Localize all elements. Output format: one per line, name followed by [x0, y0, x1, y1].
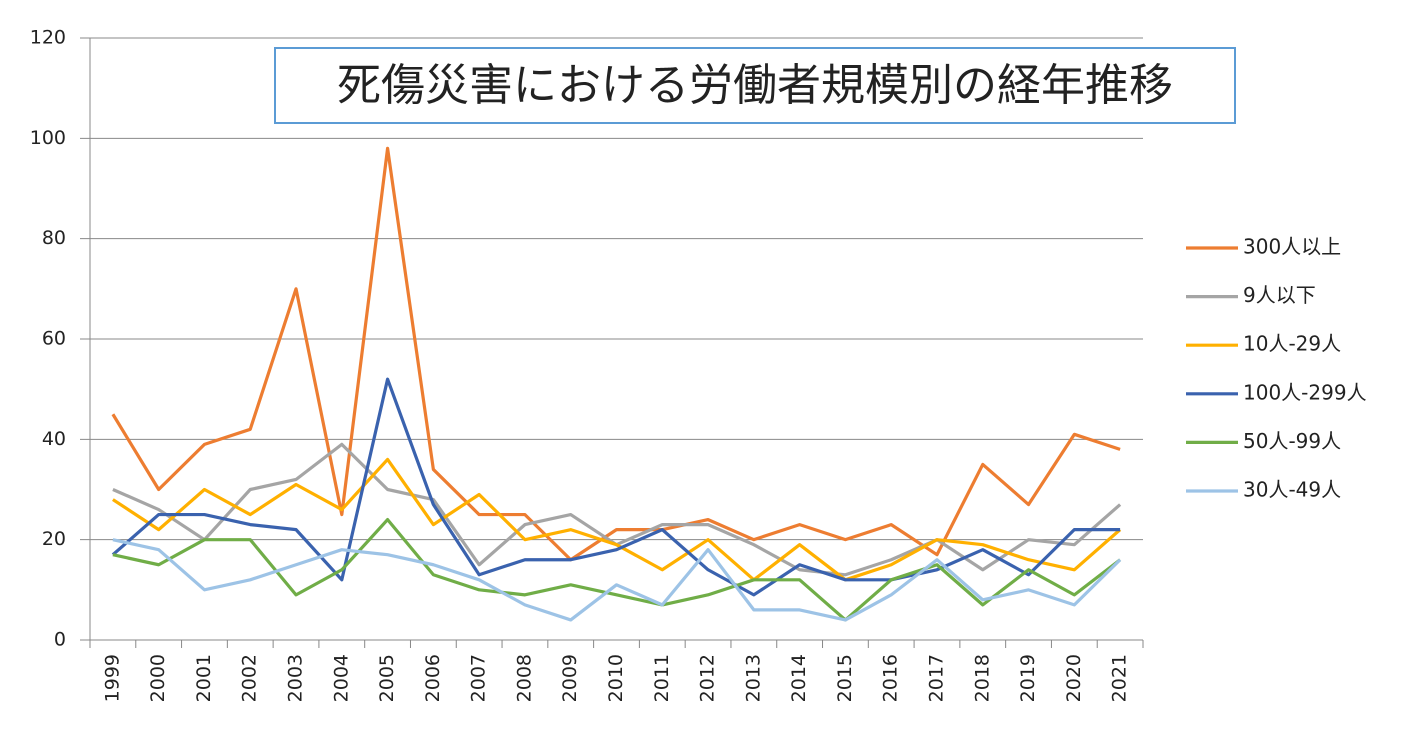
y-tick-label: 0 — [54, 629, 66, 651]
x-tick-label: 2009 — [559, 654, 581, 702]
x-tick-label: 2012 — [697, 654, 719, 702]
x-tick-label: 2019 — [1017, 654, 1039, 702]
x-tick-label: 2016 — [880, 654, 902, 702]
x-tick-label: 2006 — [422, 654, 444, 702]
y-tick-label: 60 — [42, 328, 66, 350]
x-tick-label: 2011 — [651, 654, 673, 702]
legend-label: 9人以下 — [1243, 283, 1316, 307]
x-tick-label: 2004 — [330, 654, 352, 702]
chart-title: 死傷災害における労働者規模別の経年推移 — [337, 60, 1173, 111]
y-tick-label: 80 — [42, 227, 66, 249]
x-tick-label: 2014 — [788, 654, 810, 702]
x-tick-label: 1999 — [101, 654, 123, 702]
y-tick-label: 120 — [30, 27, 66, 49]
x-tick-label: 2002 — [239, 654, 261, 702]
x-tick-label: 2021 — [1109, 654, 1131, 702]
series-line — [112, 457, 1122, 582]
series-line — [111, 146, 1121, 562]
x-tick-label: 2008 — [513, 654, 535, 702]
x-tick-label: 2017 — [925, 654, 947, 702]
legend-label: 50人-99人 — [1243, 429, 1341, 453]
legend-label: 10人-29人 — [1243, 332, 1341, 356]
series-line — [112, 538, 1122, 622]
x-tick-label: 2020 — [1063, 654, 1085, 702]
y-tick-label: 40 — [42, 428, 66, 450]
x-tick-label: 2013 — [742, 654, 764, 702]
legend-label: 300人以上 — [1243, 235, 1341, 259]
x-tick-label: 2001 — [193, 654, 215, 702]
y-tick-label: 100 — [30, 127, 66, 149]
x-tick-label: 2000 — [147, 654, 169, 702]
y-tick-label: 20 — [42, 528, 66, 550]
x-tick-label: 2010 — [605, 654, 627, 702]
title-box — [274, 47, 1236, 124]
legend-label: 100人-299人 — [1243, 380, 1367, 404]
x-tick-label: 2007 — [468, 654, 490, 702]
x-tick-label: 2015 — [834, 654, 856, 702]
x-tick-label: 2018 — [971, 654, 993, 702]
series-line — [112, 518, 1122, 622]
legend-label: 30人-49人 — [1243, 478, 1341, 502]
x-tick-label: 2005 — [376, 654, 398, 702]
series-line — [111, 377, 1121, 597]
x-tick-label: 2003 — [285, 654, 307, 702]
